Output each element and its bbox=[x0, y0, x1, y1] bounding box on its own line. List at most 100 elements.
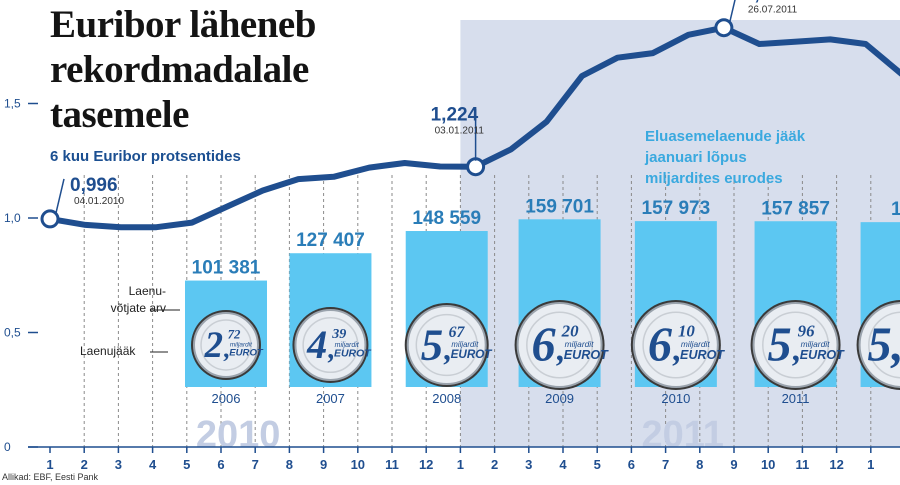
annotation-marker bbox=[40, 209, 60, 229]
coin-caption-eurot: EUROT bbox=[564, 348, 609, 362]
x-tick-label: 12 bbox=[829, 457, 843, 472]
year-label: 2010 bbox=[196, 414, 281, 456]
coin-caption-eurot: EUROT bbox=[334, 348, 372, 360]
borrowers-label: Laenu- võtjate arv bbox=[110, 284, 166, 315]
x-tick-label: 6 bbox=[628, 457, 635, 472]
x-tick-label: 11 bbox=[385, 457, 399, 472]
coin-inner-ring bbox=[642, 311, 710, 379]
x-tick-label: 9 bbox=[730, 457, 737, 472]
coin-caption-miljardit: miljardit bbox=[565, 339, 595, 349]
chart-title: Euribor läheneb rekordmadalale tasemele bbox=[50, 3, 316, 136]
coin-integer: 6 bbox=[648, 318, 673, 371]
coin-inner-ring bbox=[200, 319, 252, 371]
y-tick-label: 1,5 bbox=[4, 97, 21, 111]
coin-caption-miljardit: miljardit bbox=[801, 339, 831, 349]
annotation-marker bbox=[714, 18, 734, 38]
bar-value-label: 157 973 bbox=[642, 198, 711, 219]
coin-face bbox=[516, 302, 603, 388]
coin-decimal: 39 bbox=[331, 326, 346, 342]
annotation-date: 26.07.2011 bbox=[748, 5, 798, 16]
bar-value-label: 15 bbox=[891, 199, 900, 220]
coin-inner-ring bbox=[526, 311, 594, 379]
y-tick-label: 1,0 bbox=[4, 211, 21, 225]
source-note: Allikad: EBF, Eesti Pank bbox=[2, 472, 99, 482]
bar-category-label: 2008 bbox=[432, 391, 461, 406]
coin-inner-ring bbox=[762, 311, 830, 379]
annotation-marker bbox=[466, 157, 486, 177]
annotation-leader bbox=[55, 178, 65, 214]
x-tick-label: 1 bbox=[457, 457, 464, 472]
coin-caption-miljardit: miljardit bbox=[681, 339, 711, 349]
coin-face bbox=[632, 302, 719, 388]
coin-face bbox=[858, 302, 900, 388]
coin-decimal: 20 bbox=[561, 322, 579, 341]
coin-face bbox=[294, 309, 367, 381]
balance-label: Laenujääk bbox=[80, 344, 136, 358]
coin-face bbox=[406, 305, 487, 385]
coin-decimal: 67 bbox=[449, 324, 466, 341]
x-tick-label: 7 bbox=[252, 457, 259, 472]
x-tick-label: 12 bbox=[419, 457, 433, 472]
coin-caption-miljardit: miljardit bbox=[335, 342, 360, 349]
annotation-value: 1,224 bbox=[431, 105, 479, 126]
x-tick-label: 6 bbox=[217, 457, 224, 472]
coin-caption-eurot: EUROT bbox=[229, 348, 264, 359]
bar-value-label: 101 381 bbox=[192, 258, 261, 279]
euribor-line bbox=[47, 24, 900, 231]
coin-face bbox=[752, 302, 839, 388]
coin-integer: 5 bbox=[768, 318, 792, 371]
coin-comma: , bbox=[792, 331, 801, 368]
coin-comma: , bbox=[556, 331, 565, 368]
coin-decimal: 10 bbox=[678, 322, 695, 341]
x-tick-label: 4 bbox=[559, 457, 567, 472]
x-tick-label: 1 bbox=[46, 457, 53, 472]
coin-inner-ring bbox=[302, 316, 359, 374]
coin-integer: 4 bbox=[306, 322, 327, 367]
year-label: 2011 bbox=[641, 414, 723, 456]
annotation-date: 03.01.2011 bbox=[435, 126, 485, 137]
coin-face bbox=[193, 312, 259, 378]
chart-subtitle: 6 kuu Euribor protsentides bbox=[50, 148, 241, 165]
y-tick-label: 0,5 bbox=[4, 326, 21, 340]
x-tick-label: 8 bbox=[696, 457, 703, 472]
x-tick-label: 9 bbox=[320, 457, 327, 472]
coin-integer: 5 bbox=[421, 319, 443, 369]
x-tick-label: 3 bbox=[525, 457, 532, 472]
bar-category-label: 2009 bbox=[545, 391, 574, 406]
coin-caption-miljardit: miljardit bbox=[230, 342, 252, 349]
coin-comma: , bbox=[672, 331, 681, 368]
x-tick-label: 5 bbox=[594, 457, 601, 472]
bar-value-label: 148 559 bbox=[412, 208, 481, 229]
coin-decimal: 72 bbox=[228, 328, 241, 342]
y-tick-label: 0 bbox=[4, 440, 11, 454]
bar-value-label: 157 857 bbox=[761, 198, 830, 219]
bar-category-label: 2010 bbox=[661, 391, 690, 406]
bar-legend-title: Eluasemelaenude jääk jaanuari lõpus milj… bbox=[645, 128, 806, 187]
x-tick-label: 2 bbox=[491, 457, 498, 472]
coin-integer: 5, bbox=[868, 318, 900, 371]
bar-category-label: 2006 bbox=[212, 391, 241, 406]
x-tick-label: 5 bbox=[183, 457, 190, 472]
coin-decimal: 96 bbox=[798, 322, 815, 341]
coin-caption-eurot: EUROT bbox=[800, 348, 845, 362]
annotation-value: 1,831 bbox=[744, 0, 792, 5]
coin-caption-miljardit: miljardit bbox=[451, 340, 479, 349]
x-tick-label: 10 bbox=[761, 457, 775, 472]
x-tick-label: 7 bbox=[662, 457, 669, 472]
x-tick-label: 1 bbox=[867, 457, 874, 472]
x-tick-label: 10 bbox=[351, 457, 365, 472]
bar-category-label: 2007 bbox=[316, 391, 345, 406]
annotation-date: 04.01.2010 bbox=[74, 196, 124, 207]
coin-integer: 2 bbox=[204, 324, 223, 365]
bar-value-label: 127 407 bbox=[296, 230, 365, 251]
x-tick-label: 4 bbox=[149, 457, 157, 472]
coin-inner-ring bbox=[415, 313, 478, 377]
x-tick-label: 3 bbox=[115, 457, 122, 472]
coin-caption-eurot: EUROT bbox=[680, 348, 725, 362]
coin-integer: 6 bbox=[532, 318, 557, 371]
coin-comma: , bbox=[327, 334, 335, 365]
coin-comma: , bbox=[443, 331, 452, 366]
x-tick-label: 2 bbox=[81, 457, 88, 472]
